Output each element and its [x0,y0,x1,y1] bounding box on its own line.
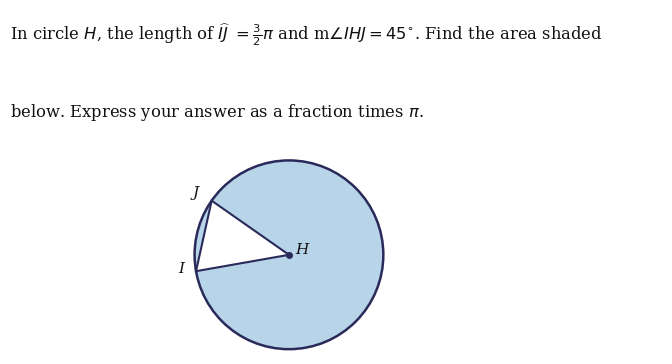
Text: I: I [178,262,183,276]
Text: H: H [296,243,309,257]
Text: below. Express your answer as a fraction times $\pi$.: below. Express your answer as a fraction… [10,102,424,123]
Text: In circle $H$, the length of $\widehat{IJ}$ $= \frac{3}{2}\pi$ and m$\angle IHJ : In circle $H$, the length of $\widehat{I… [10,22,603,48]
Polygon shape [196,201,289,271]
Circle shape [195,161,383,349]
Text: J: J [192,186,198,200]
